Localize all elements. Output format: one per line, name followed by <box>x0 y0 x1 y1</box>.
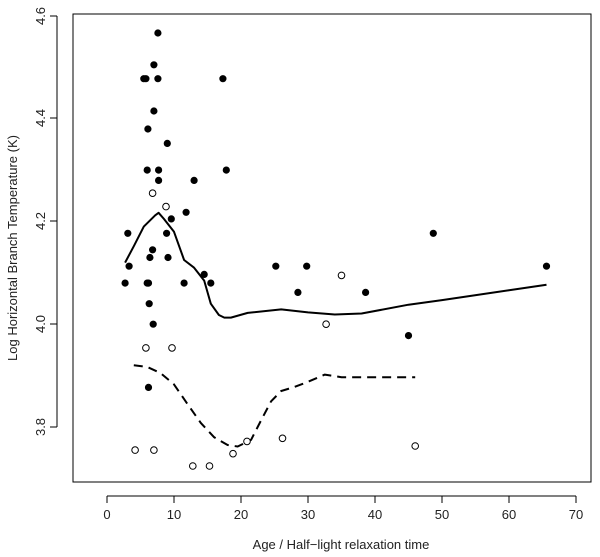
filled-point <box>149 246 157 254</box>
y-tick-label: 3.8 <box>33 418 48 436</box>
filled-point <box>542 262 551 270</box>
x-tick-labels: 0 10 20 30 40 50 60 70 <box>103 507 583 522</box>
filled-point <box>182 208 190 216</box>
x-tick-label: 60 <box>502 507 516 522</box>
filled-point <box>190 176 198 184</box>
solid-curve <box>124 211 547 319</box>
x-tick-label: 70 <box>569 507 583 522</box>
filled-point <box>125 262 133 270</box>
y-ticks <box>50 15 57 428</box>
open-point <box>205 462 214 470</box>
open-point <box>131 446 139 454</box>
data-points <box>121 29 551 470</box>
x-tick-label: 50 <box>435 507 449 522</box>
x-tick-label: 40 <box>368 507 382 522</box>
filled-point <box>150 61 158 69</box>
fitted-curves <box>124 211 547 448</box>
open-point <box>150 446 158 454</box>
x-tick-label: 0 <box>103 507 110 522</box>
filled-point <box>303 262 311 270</box>
x-axis: 0 10 20 30 40 50 60 70 <box>103 495 583 522</box>
filled-point <box>146 253 154 262</box>
filled-point <box>272 262 280 270</box>
filled-point <box>219 75 227 83</box>
open-point <box>148 189 157 197</box>
filled-point <box>207 279 215 287</box>
filled-point <box>429 229 437 237</box>
dashed-curve <box>133 364 416 448</box>
open-point <box>142 344 150 352</box>
y-tick-label: 4.6 <box>33 7 48 25</box>
open-point <box>189 462 197 470</box>
x-tick-label: 10 <box>167 507 181 522</box>
x-axis-title: Age / Half−light relaxation time <box>253 537 430 552</box>
y-tick-label: 4.4 <box>33 109 48 127</box>
filled-point <box>155 176 163 184</box>
x-tick-label: 20 <box>234 507 248 522</box>
open-point <box>322 320 330 329</box>
open-point <box>243 437 251 446</box>
x-tick-label: 30 <box>301 507 315 522</box>
filled-point <box>404 332 413 340</box>
filled-point <box>124 229 132 237</box>
filled-point <box>154 29 162 37</box>
open-point <box>229 449 237 458</box>
open-point <box>162 202 170 211</box>
filled-point <box>180 279 188 287</box>
y-tick-labels: 3.8 4.0 4.2 4.4 4.6 <box>33 7 48 436</box>
x-ticks <box>106 496 577 503</box>
filled-point <box>142 75 150 83</box>
filled-point <box>144 279 153 287</box>
filled-point <box>294 288 302 297</box>
filled-point <box>154 75 162 83</box>
open-point <box>168 344 176 352</box>
filled-point <box>164 253 172 262</box>
open-point <box>411 442 420 450</box>
filled-point <box>144 125 152 133</box>
filled-point <box>163 229 171 237</box>
y-tick-label: 4.0 <box>33 315 48 333</box>
y-axis-title: Log Horizontal Branch Temperature (K) <box>5 135 20 361</box>
filled-point <box>149 320 157 328</box>
filled-point <box>144 383 153 392</box>
y-tick-label: 4.2 <box>33 212 48 230</box>
filled-point <box>222 166 230 174</box>
filled-point <box>163 139 171 147</box>
filled-point <box>362 288 370 297</box>
plot-box <box>72 13 592 483</box>
filled-point <box>155 166 163 174</box>
filled-point <box>145 300 153 308</box>
open-point <box>278 434 287 443</box>
filled-point <box>143 166 151 174</box>
open-point <box>337 271 346 280</box>
y-axis: 3.8 4.0 4.2 4.4 4.6 <box>33 7 58 436</box>
filled-point <box>121 279 129 287</box>
filled-point <box>150 107 158 115</box>
filled-point <box>200 270 208 279</box>
filled-point <box>167 215 175 223</box>
